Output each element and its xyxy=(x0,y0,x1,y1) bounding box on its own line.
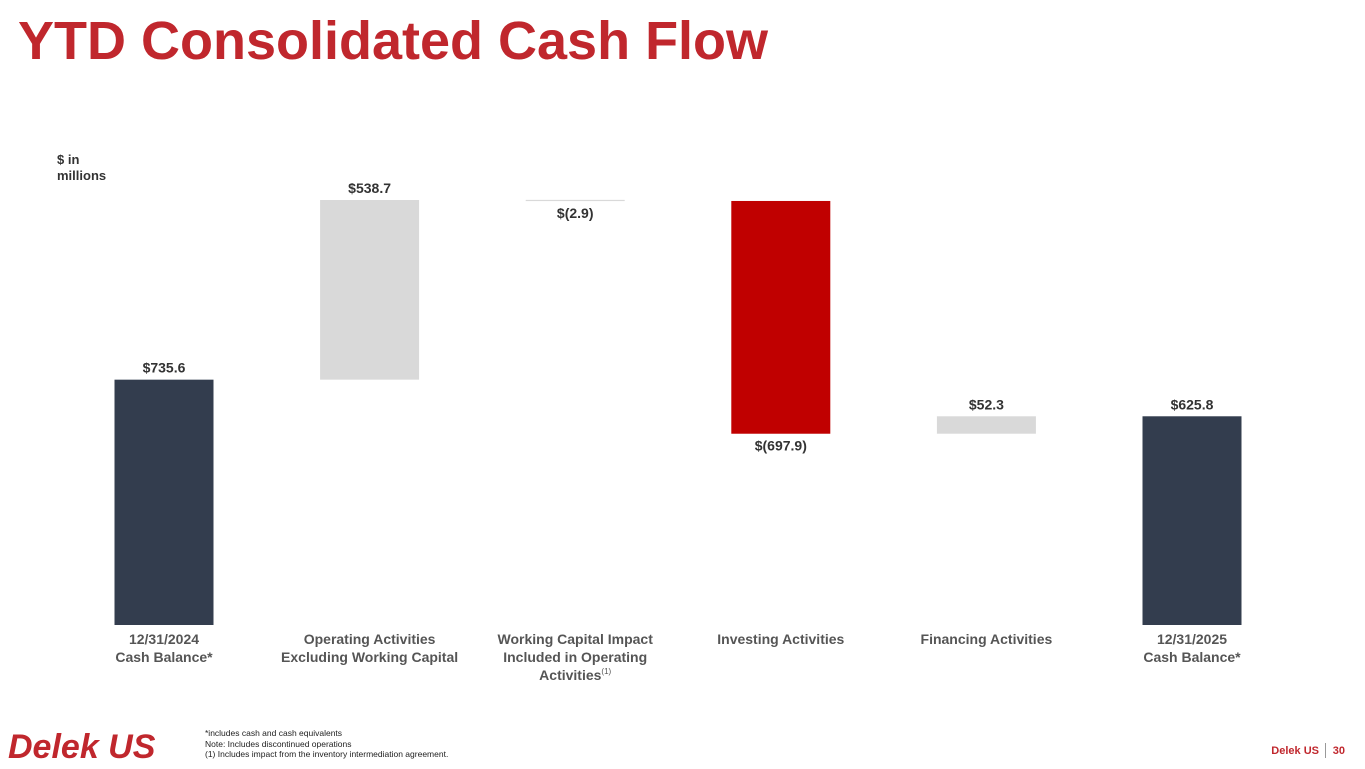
category-label-6: 12/31/2025 Cash Balance* xyxy=(1143,631,1241,665)
footnotes: *includes cash and cash equivalents Note… xyxy=(205,728,448,760)
category-label-3: Working Capital Impact Included in Operat… xyxy=(498,631,654,683)
footer-divider xyxy=(1325,743,1326,758)
waterfall-chart: $735.6 12/31/2024 Cash Balance* $538.7 Opera… xyxy=(114,180,1242,683)
logo-wordmark: Delek US xyxy=(8,728,156,764)
bar-5 xyxy=(936,416,1036,434)
footer-brand: Delek US xyxy=(1271,745,1319,757)
bar-3 xyxy=(525,199,625,202)
delek-logo: Delek US xyxy=(8,728,200,769)
bar-2 xyxy=(320,200,420,380)
data-label-3: $(2.9) xyxy=(557,205,594,221)
category-label-2: Operating Activities Excluding Working Ca… xyxy=(281,631,458,665)
data-label-5: $52.3 xyxy=(969,396,1004,412)
footnote-3: (1) Includes impact from the inventory i… xyxy=(205,749,449,759)
category-label-5: Financing Activities xyxy=(921,631,1053,647)
bar-4 xyxy=(731,200,831,434)
page-title: YTD Consolidated Cash Flow xyxy=(18,11,769,71)
footnote-1: *includes cash and cash equivalents xyxy=(205,728,343,738)
category-label-1: 12/31/2024 Cash Balance* xyxy=(115,631,213,665)
data-label-6: $625.8 xyxy=(1171,396,1214,412)
footnote-2: Note: Includes discontinued operations xyxy=(205,738,352,749)
page-number: 30 xyxy=(1332,745,1345,757)
bar-6 xyxy=(1142,416,1242,625)
data-label-1: $735.6 xyxy=(143,360,186,376)
unit-label: $ in millions xyxy=(57,152,107,183)
data-label-2: $538.7 xyxy=(348,180,391,196)
category-label-4: Investing Activities xyxy=(717,631,844,647)
bar-1 xyxy=(114,379,214,625)
data-label-4: $(697.9) xyxy=(755,438,807,454)
